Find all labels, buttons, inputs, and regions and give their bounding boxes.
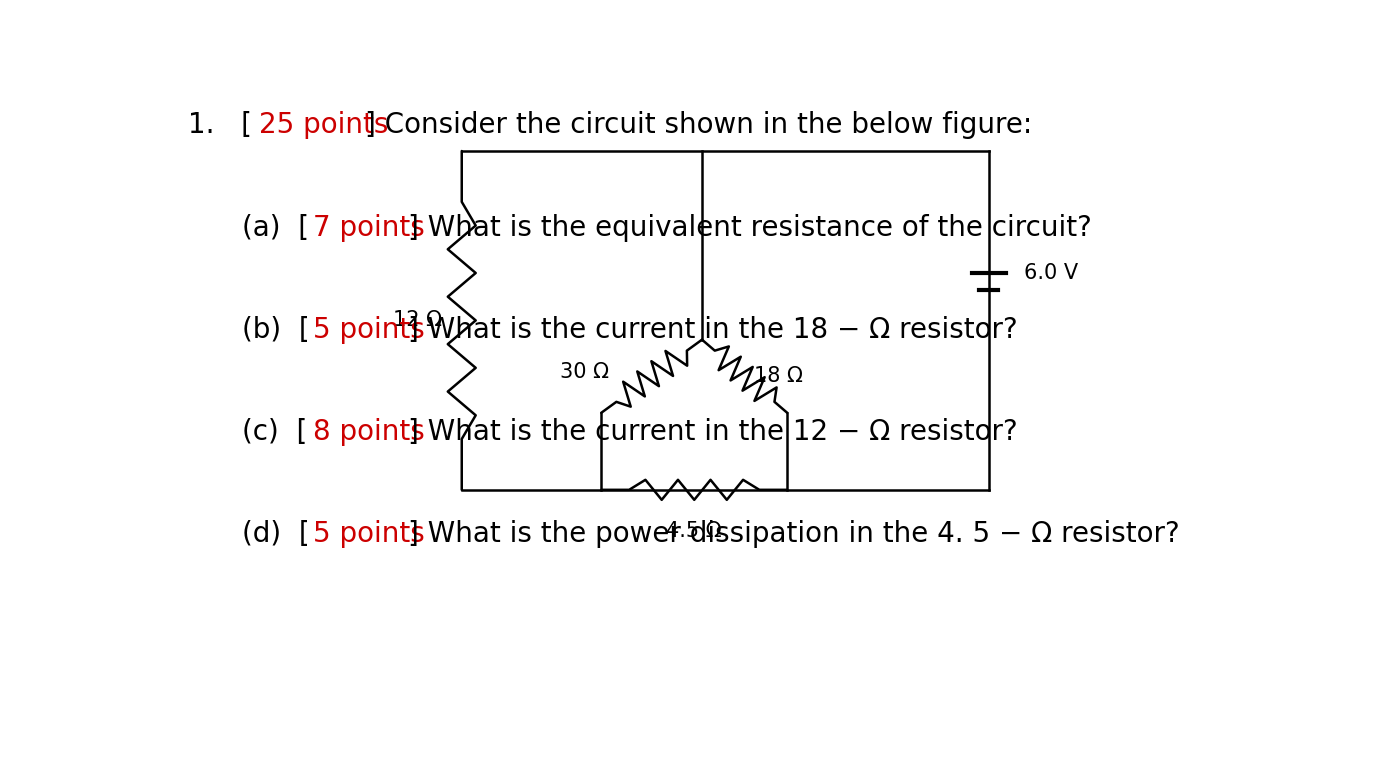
Text: (d)  [: (d) [ bbox=[242, 520, 309, 548]
Text: 1.   [: 1. [ bbox=[188, 111, 252, 139]
Text: 4.5 Ω: 4.5 Ω bbox=[666, 521, 722, 540]
Text: 12 Ω: 12 Ω bbox=[393, 311, 442, 330]
Text: ] What is the current in the 12 − Ω resistor?: ] What is the current in the 12 − Ω resi… bbox=[407, 418, 1018, 446]
Text: ] What is the equivalent resistance of the circuit?: ] What is the equivalent resistance of t… bbox=[407, 214, 1092, 242]
Text: 25 points: 25 points bbox=[259, 111, 388, 139]
Text: 8 points: 8 points bbox=[314, 418, 426, 446]
Text: (b)  [: (b) [ bbox=[242, 315, 309, 343]
Text: (a)  [: (a) [ bbox=[242, 214, 309, 242]
Text: ] What is the power dissipation in the 4. 5 − Ω resistor?: ] What is the power dissipation in the 4… bbox=[407, 520, 1180, 548]
Text: ] Consider the circuit shown in the below figure:: ] Consider the circuit shown in the belo… bbox=[365, 111, 1033, 139]
Text: (c)  [: (c) [ bbox=[242, 418, 308, 446]
Text: 5 points: 5 points bbox=[314, 520, 426, 548]
Text: 18 Ω: 18 Ω bbox=[755, 366, 802, 387]
Text: 7 points: 7 points bbox=[314, 214, 426, 242]
Text: 30 Ω: 30 Ω bbox=[560, 362, 609, 382]
Text: ] What is the current in the 18 − Ω resistor?: ] What is the current in the 18 − Ω resi… bbox=[407, 315, 1018, 343]
Text: 6.0 V: 6.0 V bbox=[1023, 263, 1078, 283]
Text: 5 points: 5 points bbox=[314, 315, 426, 343]
